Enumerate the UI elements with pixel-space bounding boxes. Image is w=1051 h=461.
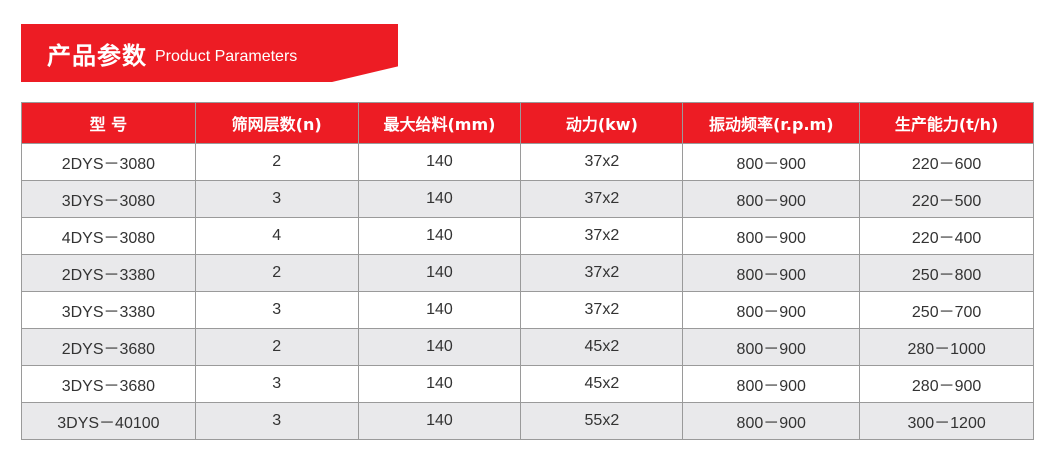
table-cell: 800－900 [682, 143, 861, 181]
table-cell: 250－800 [859, 254, 1034, 292]
table-cell: 37x2 [520, 254, 684, 292]
table-cell: 140 [357, 254, 522, 292]
table-cell: 37x2 [520, 180, 684, 218]
table-cell: 280－1000 [859, 328, 1034, 366]
column-header: 生产能力(t/h) [859, 102, 1034, 144]
table-cell: 140 [357, 291, 522, 329]
column-header: 型 号 [21, 102, 196, 144]
table-cell: 250－700 [859, 291, 1034, 329]
table-row: 4DYS－3080 4 140 37x2 800－900 220－400 [21, 217, 1034, 255]
table-cell: 140 [357, 365, 522, 403]
table-cell: 45x2 [520, 365, 684, 403]
table-cell: 140 [357, 143, 522, 181]
table-cell: 37x2 [520, 217, 684, 255]
title-en: Product Parameters [155, 48, 298, 65]
table-cell: 37x2 [520, 143, 684, 181]
table-row: 3DYS－3680 3 140 45x2 800－900 280－900 [21, 365, 1034, 403]
table-cell: 220－500 [859, 180, 1034, 218]
table-cell: 800－900 [682, 328, 861, 366]
table-row: 2DYS－3680 2 140 45x2 800－900 280－1000 [21, 328, 1034, 366]
table-cell: 300－1200 [859, 402, 1034, 440]
table-row: 3DYS－3380 3 140 37x2 800－900 250－700 [21, 291, 1034, 329]
table-cell: 2 [194, 254, 359, 292]
table-cell: 800－900 [682, 217, 861, 255]
table-cell: 2DYS－3380 [21, 254, 196, 292]
table-cell: 220－400 [859, 217, 1034, 255]
parameters-table: 型 号筛网层数(n) 最大给料(mm) 动力(kw) 振动频率(r.p.m) 生产能力(… [21, 102, 1034, 440]
table-cell: 140 [357, 328, 522, 366]
table-cell: 220－600 [859, 143, 1034, 181]
table-cell: 2 [194, 143, 359, 181]
column-header: 振动频率(r.p.m) [682, 102, 861, 144]
column-header: 筛网层数(n) [194, 102, 359, 144]
table-cell: 800－900 [682, 365, 861, 403]
table-cell: 2DYS－3680 [21, 328, 196, 366]
column-header: 动力(kw) [520, 102, 684, 144]
table-cell: 37x2 [520, 291, 684, 329]
title-cn: 产品参数 [47, 41, 147, 70]
section-title-banner: 产品参数 Product Parameters [21, 24, 398, 82]
table-cell: 3DYS－3380 [21, 291, 196, 329]
table-cell: 800－900 [682, 254, 861, 292]
table-cell: 3 [194, 291, 359, 329]
table-cell: 800－900 [682, 291, 861, 329]
table-cell: 3 [194, 180, 359, 218]
table-cell: 2DYS－3080 [21, 143, 196, 181]
table-row: 3DYS－40100 3 140 55x2 800－900 300－1200 [21, 402, 1034, 440]
table-row: 3DYS－3080 3 140 37x2 800－900 220－500 [21, 180, 1034, 218]
table-cell: 45x2 [520, 328, 684, 366]
table-cell: 3DYS－3680 [21, 365, 196, 403]
header-row: 型 号筛网层数(n) 最大给料(mm) 动力(kw) 振动频率(r.p.m) 生产能力(… [21, 102, 1034, 144]
table-cell: 3DYS－3080 [21, 180, 196, 218]
table-cell: 140 [357, 402, 522, 440]
table-row: 2DYS－3380 2 140 37x2 800－900 250－800 [21, 254, 1034, 292]
table-row: 2DYS－3080 2 140 37x2 800－900 220－600 [21, 143, 1034, 181]
table-cell: 4 [194, 217, 359, 255]
table-cell: 3 [194, 365, 359, 403]
column-header: 最大给料(mm) [357, 102, 522, 144]
table-cell: 4DYS－3080 [21, 217, 196, 255]
table-cell: 140 [357, 180, 522, 218]
table-cell: 140 [357, 217, 522, 255]
table-cell: 55x2 [520, 402, 684, 440]
table-cell: 280－900 [859, 365, 1034, 403]
table-cell: 800－900 [682, 180, 861, 218]
table-cell: 2 [194, 328, 359, 366]
table-cell: 3 [194, 402, 359, 440]
table-cell: 3DYS－40100 [21, 402, 196, 440]
table-cell: 800－900 [682, 402, 861, 440]
